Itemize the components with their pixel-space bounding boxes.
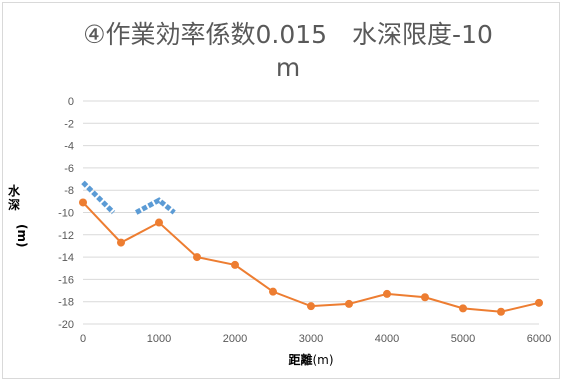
data-point — [383, 289, 391, 298]
x-tick-label: 6000 — [527, 333, 551, 345]
chart-frame: ④作業効率係数0.015 水深限度-10 m 0 -2 -4 -6 -8 -10 -12 -1… — [2, 2, 560, 379]
x-tick-label: 3000 — [299, 333, 323, 345]
x-tick-label: 1000 — [147, 333, 171, 345]
data-point — [345, 299, 353, 308]
y-axis-title: 水 深 (m) — [8, 183, 29, 247]
data-point — [155, 218, 163, 227]
y-tick-label: -2 — [64, 118, 74, 130]
data-point — [421, 293, 429, 302]
y-tick-label: 0 — [68, 96, 74, 108]
y-tick-label: -6 — [64, 163, 74, 175]
data-point — [269, 287, 277, 296]
dashed-series-segment — [81, 180, 116, 215]
y-tick-label: -14 — [58, 252, 74, 264]
y-axis-title-char-2: 深 — [8, 197, 20, 212]
y-tick-label: -4 — [64, 141, 74, 153]
y-axis-ticks: 0 -2 -4 -6 -8 -10 -12 -14 -16 -18 -20 — [58, 96, 74, 331]
gridlines — [83, 100, 539, 325]
x-tick-label: 5000 — [451, 333, 475, 345]
data-point — [117, 238, 125, 247]
x-tick-label: 2000 — [223, 333, 247, 345]
chart: ④作業効率係数0.015 水深限度-10 m 0 -2 -4 -6 -8 -10 -12 -1… — [8, 20, 551, 367]
y-tick-label: -18 — [58, 297, 74, 309]
y-axis-title-char-1: 水 — [8, 183, 21, 198]
data-point — [497, 307, 505, 316]
dashed-series-segment — [135, 197, 176, 215]
data-point — [193, 253, 201, 262]
chart-title-line-1: ④作業効率係数0.015 水深限度-10 — [83, 20, 493, 49]
data-point — [307, 302, 315, 311]
data-point — [79, 198, 87, 207]
y-tick-label: -12 — [58, 230, 74, 242]
y-tick-label: -16 — [58, 274, 74, 286]
data-point — [535, 298, 543, 307]
data-point — [459, 304, 467, 313]
y-tick-label: -20 — [58, 319, 74, 331]
x-axis-title: 距離(m) — [288, 352, 333, 367]
x-tick-label: 4000 — [375, 333, 399, 345]
chart-title-line-2: m — [276, 53, 300, 82]
y-tick-label: -10 — [58, 208, 74, 220]
x-tick-label: 0 — [80, 333, 86, 345]
x-axis-ticks: 0 1000 2000 3000 4000 5000 6000 — [80, 333, 551, 345]
y-axis-title-unit: (m) — [15, 224, 29, 247]
y-tick-label: -8 — [64, 185, 74, 197]
data-point — [231, 260, 239, 269]
series-layer — [79, 180, 543, 316]
